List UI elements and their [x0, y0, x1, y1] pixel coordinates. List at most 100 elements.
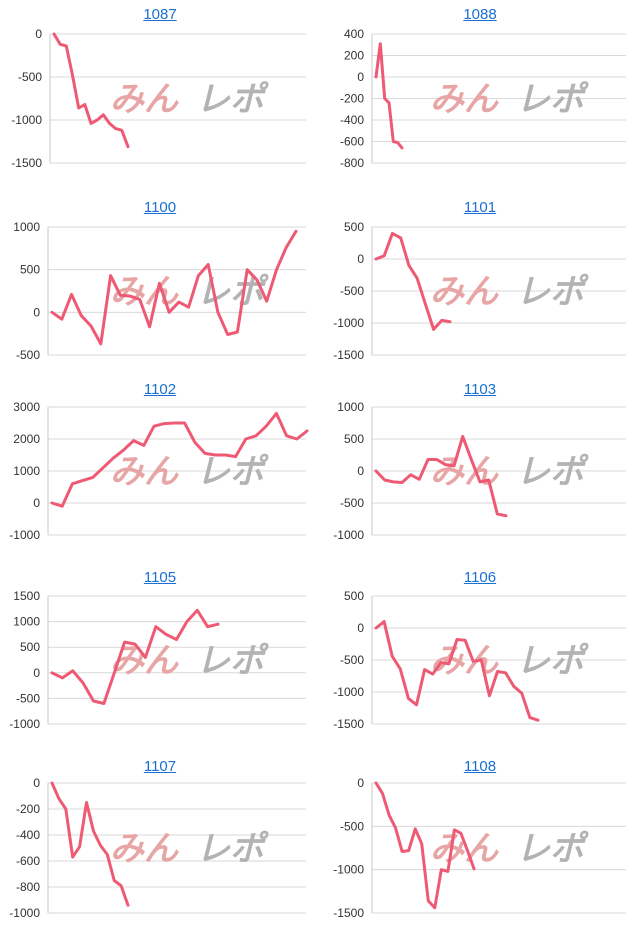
- chart-title-link[interactable]: 1106: [463, 569, 497, 586]
- y-tick-label: -600: [340, 135, 364, 149]
- series-line: [374, 781, 476, 910]
- chart-panel-1100: 1100 1000 500 0 -500 みん レポ: [0, 193, 320, 383]
- y-tick-label: -800: [16, 880, 40, 894]
- chart-title-link[interactable]: 1088: [463, 6, 497, 23]
- chart-svg: 400 200 0 -200 -400 -600 -800 みん レポ: [340, 27, 626, 170]
- chart-panel-1108: 1108 0 -500 -1000 -1500 みん レポ: [320, 752, 640, 942]
- watermark-logo-part2: レポ: [516, 829, 589, 869]
- watermark-logo-part1: みん: [430, 641, 499, 681]
- y-tick-label: 1000: [13, 220, 40, 234]
- chart-title-link[interactable]: 1100: [143, 199, 177, 216]
- y-tick-label: -600: [16, 854, 40, 868]
- y-tick-label: -500: [18, 70, 42, 84]
- y-tick-label: -200: [16, 802, 40, 816]
- chart-panel-1088: 1088 400 200 0 -200 -400 -600 -800 みん レポ: [320, 0, 640, 190]
- chart-svg: 0 -200 -400 -600 -800 -1000 みん レポ: [9, 776, 306, 920]
- y-tick-label: -1000: [11, 113, 42, 127]
- y-tick-label: -1500: [11, 156, 42, 170]
- watermark-logo-part2: レポ: [196, 641, 269, 681]
- watermark-logo-part2: レポ: [516, 272, 589, 312]
- y-tick-label: 200: [344, 49, 364, 63]
- chart-svg: 1500 1000 500 0 -500 -1000 みん レポ: [9, 589, 306, 731]
- series-line: [374, 620, 540, 722]
- y-tick-label: 1000: [13, 464, 40, 478]
- y-tick-label: 0: [357, 70, 364, 84]
- chart-title-link[interactable]: 1108: [463, 758, 497, 775]
- y-tick-label: 500: [20, 263, 40, 277]
- series-line: [50, 229, 298, 346]
- y-tick-label: -500: [340, 284, 364, 298]
- chart-panel-1107: 1107 0 -200 -400 -600 -800 -1000 みん レポ: [0, 752, 320, 942]
- y-tick-label: -800: [340, 156, 364, 170]
- watermark-logo-part1: みん: [110, 272, 179, 312]
- watermark-logo-part2: レポ: [196, 272, 269, 312]
- y-tick-label: 0: [357, 252, 364, 266]
- y-tick-label: 0: [33, 496, 40, 510]
- y-tick-label: 1000: [13, 615, 40, 629]
- chart-svg: 3000 2000 1000 0 -1000 みん レポ: [9, 400, 309, 542]
- y-tick-label: 2000: [13, 432, 40, 446]
- series-line: [50, 608, 220, 705]
- chart-title-link[interactable]: 1105: [143, 569, 177, 586]
- y-tick-label: 0: [35, 27, 42, 41]
- y-tick-label: 0: [357, 621, 364, 635]
- watermark-logo-part2: レポ: [196, 829, 269, 869]
- watermark-logo-part1: みん: [110, 641, 179, 681]
- chart-svg: 0 -500 -1000 -1500 みん レポ: [11, 27, 306, 170]
- watermark-logo-part1: みん: [430, 452, 499, 492]
- chart-panel-1106: 1106 500 0 -500 -1000 -1500 みん レポ: [320, 563, 640, 753]
- watermark-logo-part2: レポ: [516, 641, 589, 681]
- chart-title-link[interactable]: 1102: [143, 381, 177, 398]
- y-tick-label: 400: [344, 27, 364, 41]
- chart-svg: 0 -500 -1000 -1500 みん レポ: [333, 776, 626, 920]
- series-line: [374, 42, 404, 150]
- y-tick-label: -1500: [333, 906, 364, 920]
- series-line: [50, 781, 130, 907]
- series-line: [52, 32, 130, 149]
- y-tick-label: -400: [340, 113, 364, 127]
- y-tick-label: -1000: [333, 316, 364, 330]
- y-tick-label: 0: [33, 666, 40, 680]
- chart-panel-1102: 1102 3000 2000 1000 0 -1000 みん レポ: [0, 375, 320, 565]
- chart-title-link[interactable]: 1101: [463, 199, 497, 216]
- watermark-logo-part2: レポ: [196, 80, 269, 120]
- y-tick-label: -1000: [9, 717, 40, 731]
- y-tick-label: 500: [20, 640, 40, 654]
- series-line: [374, 231, 452, 331]
- watermark-logo-part1: みん: [110, 452, 179, 492]
- y-tick-label: -1000: [333, 528, 364, 542]
- y-tick-label: 1500: [13, 589, 40, 603]
- watermark-logo-part1: みん: [430, 80, 499, 120]
- y-tick-label: -500: [340, 496, 364, 510]
- y-tick-label: 500: [344, 432, 364, 446]
- chart-panel-1103: 1103 1000 500 0 -500 -1000 みん レポ: [320, 375, 640, 565]
- chart-panel-1087: 1087 0 -500 -1000 -1500 みん レポ: [0, 0, 320, 190]
- series-line: [374, 434, 508, 518]
- watermark-logo-part1: みん: [110, 80, 179, 120]
- chart-svg: 1000 500 0 -500 みん レポ: [13, 220, 306, 362]
- y-tick-label: 0: [357, 776, 364, 790]
- y-tick-label: -500: [340, 819, 364, 833]
- watermark-logo-part2: レポ: [516, 452, 589, 492]
- y-tick-label: -1500: [333, 348, 364, 362]
- watermark-logo-part2: レポ: [516, 80, 589, 120]
- watermark-logo-part1: みん: [110, 829, 179, 869]
- y-tick-label: 500: [344, 220, 364, 234]
- watermark-logo-part2: レポ: [196, 452, 269, 492]
- chart-title-link[interactable]: 1103: [463, 381, 497, 398]
- y-tick-label: -500: [340, 653, 364, 667]
- y-tick-label: 0: [33, 776, 40, 790]
- y-tick-label: -1500: [333, 717, 364, 731]
- chart-svg: 500 0 -500 -1000 -1500 みん レポ: [333, 220, 626, 362]
- chart-panel-1101: 1101 500 0 -500 -1000 -1500 みん レポ: [320, 193, 640, 383]
- y-tick-label: -500: [16, 691, 40, 705]
- series-line: [50, 411, 309, 508]
- y-tick-label: -1000: [9, 528, 40, 542]
- chart-panel-1105: 1105 1500 1000 500 0 -500 -1000 みん レポ: [0, 563, 320, 753]
- chart-title-link[interactable]: 1107: [143, 758, 177, 775]
- chart-title-link[interactable]: 1087: [143, 6, 177, 23]
- y-tick-label: -1000: [9, 906, 40, 920]
- y-tick-label: -1000: [333, 863, 364, 877]
- y-tick-label: 3000: [13, 400, 40, 414]
- y-tick-label: 0: [33, 305, 40, 319]
